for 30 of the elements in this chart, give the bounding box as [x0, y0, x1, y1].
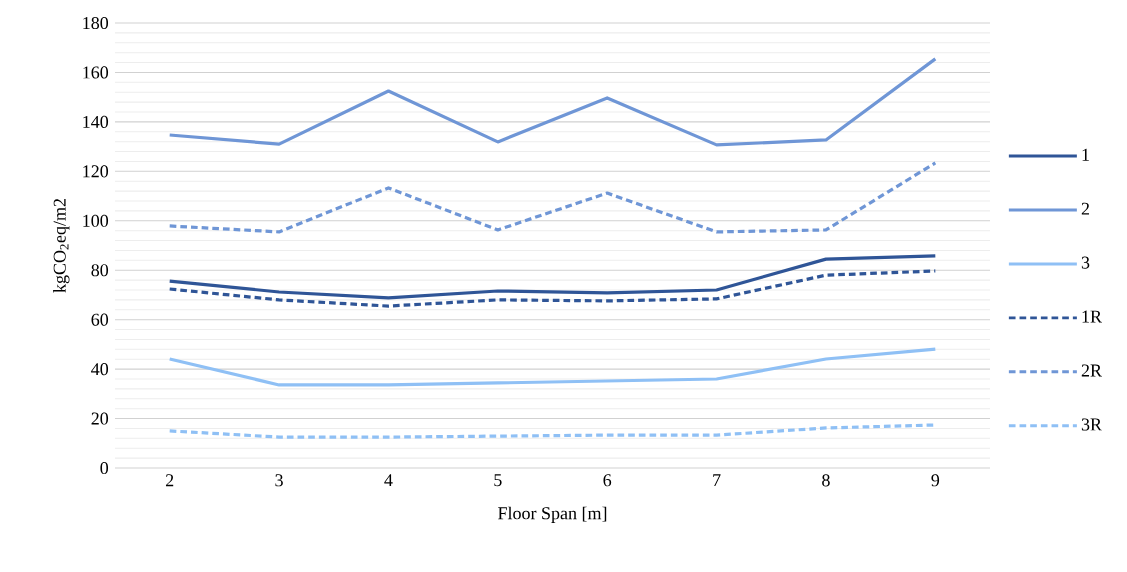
y-tick-label: 60	[91, 313, 109, 326]
y-tick-label: 20	[91, 412, 109, 425]
x-tick-label: 7	[713, 474, 721, 487]
y-tick-label: 160	[83, 66, 109, 79]
y-tick-label: 80	[91, 264, 109, 277]
legend-label: 3R	[1081, 418, 1102, 431]
y-tick-label: 100	[83, 214, 109, 227]
x-tick-label: 3	[275, 474, 283, 487]
line-series	[168, 57, 937, 147]
x-tick-label: 2	[165, 474, 174, 487]
legend-label: 1R	[1082, 310, 1102, 323]
x-axis-title: Floor Span [m]	[498, 506, 607, 523]
x-tick-label: 8	[822, 474, 830, 487]
line-series	[168, 161, 937, 234]
y-tick-label: 0	[100, 461, 109, 475]
legend-label: 2	[1081, 202, 1090, 215]
legend-label: 1	[1082, 148, 1089, 161]
y-axis-title: kgCO$_{2}$eq/m2	[53, 199, 70, 293]
legend-label: 3	[1081, 256, 1090, 269]
y-tick-label: 140	[83, 115, 109, 128]
x-tick-label: 5	[494, 474, 502, 487]
y-tick-label: 180	[83, 16, 109, 30]
line-series	[168, 254, 937, 300]
y-tick-label: 120	[83, 165, 109, 178]
legend-label: 2R	[1081, 364, 1102, 377]
line-series	[168, 269, 937, 308]
y-tick-label: 40	[91, 363, 109, 376]
x-tick-label: 9	[931, 474, 940, 487]
x-tick-label: 6	[603, 474, 612, 487]
x-tick-label: 4	[384, 474, 393, 487]
